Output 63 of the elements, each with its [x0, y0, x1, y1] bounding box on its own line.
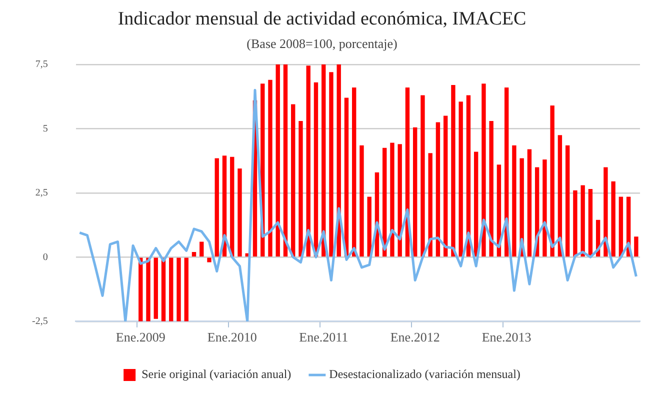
- x-tick-label: Ene.2010: [207, 330, 257, 345]
- y-tick-label: 0: [42, 252, 48, 263]
- bar: [604, 167, 608, 257]
- bar: [390, 142, 394, 257]
- bar: [580, 185, 585, 257]
- bar: [458, 102, 463, 257]
- bar: [146, 258, 150, 322]
- chart-subtitle: (Base 2008=100, porcentaje): [246, 36, 398, 52]
- x-tick-label: Ene.2009: [116, 330, 166, 345]
- bar: [306, 66, 310, 257]
- y-tick-label: 7,5: [35, 59, 48, 70]
- bar: [268, 80, 272, 257]
- bar: [573, 190, 578, 257]
- bar: [542, 159, 547, 257]
- bar: [276, 64, 280, 257]
- bar: [618, 196, 624, 257]
- x-tick-label: Ene.2012: [390, 330, 440, 345]
- bar: [527, 149, 532, 257]
- bar: [611, 181, 616, 257]
- bar: [565, 145, 570, 257]
- bar: [588, 189, 593, 257]
- bar: [413, 127, 418, 257]
- bar: [420, 95, 425, 257]
- y-tick-label: 2,5: [35, 188, 48, 199]
- bar: [428, 153, 432, 257]
- bar: [344, 98, 349, 257]
- bar: [482, 84, 486, 257]
- bar: [474, 152, 478, 257]
- bar: [230, 156, 234, 257]
- chart-title: Indicador mensual de actividad económica, IMACEC: [118, 8, 526, 30]
- bar: [443, 116, 448, 257]
- bar: [192, 252, 196, 257]
- bar: [436, 122, 440, 257]
- bar: [207, 258, 212, 262]
- bar: [322, 64, 326, 257]
- bar: [466, 95, 471, 257]
- y-tick-label: 5: [42, 123, 48, 134]
- bar: [550, 106, 554, 257]
- bar: [367, 196, 372, 257]
- bar: [298, 120, 303, 257]
- bar: [360, 145, 364, 257]
- bar: [283, 64, 288, 257]
- bar: [398, 144, 402, 257]
- bar: [184, 258, 188, 322]
- x-tick-label: Ene.2011: [299, 330, 348, 345]
- bar: [169, 258, 174, 322]
- bar: [154, 258, 158, 319]
- bar: [314, 82, 318, 257]
- bar: [352, 88, 356, 257]
- y-tick-label: -2,5: [32, 316, 48, 328]
- bar: [634, 236, 638, 257]
- legend-label: Serie original (variación anual): [142, 367, 292, 382]
- bar: [200, 242, 204, 257]
- legend-label: Desestacionalizado (variación mensual): [329, 367, 520, 382]
- bar: [214, 158, 219, 257]
- bar: [238, 168, 242, 257]
- bar: [291, 104, 296, 257]
- bar: [512, 145, 516, 257]
- x-tick-label: Ene.2013: [482, 330, 532, 345]
- bar: [489, 120, 494, 257]
- bar: [176, 258, 181, 322]
- bar: [451, 84, 456, 257]
- bar: [329, 72, 334, 257]
